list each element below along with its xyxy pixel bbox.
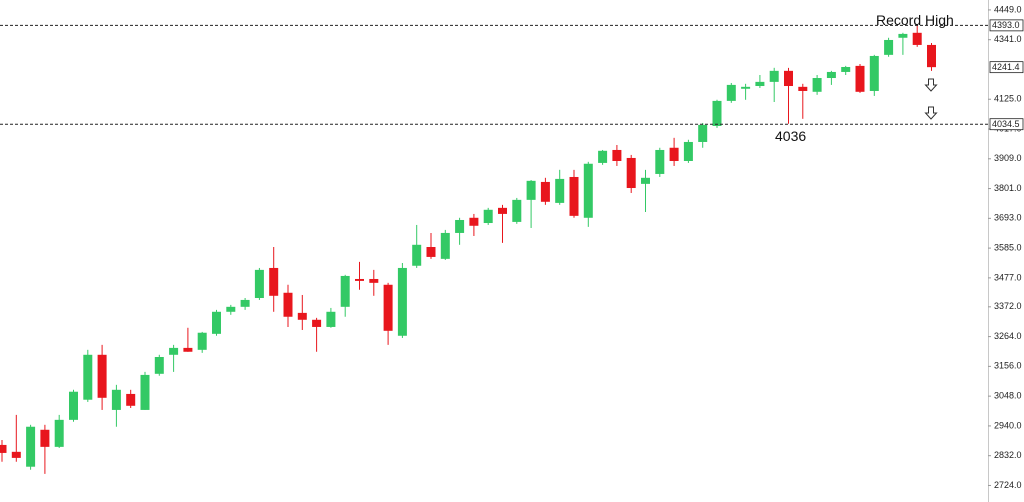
price-line-box xyxy=(989,118,1024,131)
candle-body xyxy=(598,150,608,163)
candle-body xyxy=(412,244,422,266)
candle-body xyxy=(469,217,479,226)
candle-body xyxy=(927,44,936,68)
candle-body xyxy=(240,299,250,307)
candle-body xyxy=(898,33,908,38)
y-tick-label: 3156.0 xyxy=(994,361,1022,371)
candle-body xyxy=(169,347,179,355)
candle-body xyxy=(626,157,636,189)
candle-body xyxy=(97,354,107,398)
current-price-label: 4241.4 xyxy=(992,62,1020,72)
candle-body xyxy=(769,70,779,82)
candle-body xyxy=(855,65,865,92)
candle-body xyxy=(111,389,121,410)
y-tick-label: 3372.0 xyxy=(994,301,1022,311)
price-line-label: 4034.5 xyxy=(992,119,1020,129)
candle-body xyxy=(869,55,879,91)
price-line-box xyxy=(989,19,1024,32)
annotation: Record High xyxy=(876,12,954,28)
candle-body xyxy=(540,181,550,202)
down-arrow xyxy=(924,106,938,120)
candle-body xyxy=(283,292,293,317)
candle-body xyxy=(226,306,236,312)
candle-body xyxy=(269,267,279,296)
candle-body xyxy=(884,39,894,55)
candle-body xyxy=(698,124,708,142)
candle-body xyxy=(784,70,793,87)
candle-body xyxy=(0,444,7,453)
candle-body xyxy=(126,393,136,406)
candle-body xyxy=(54,419,64,447)
candle-body xyxy=(455,219,465,233)
candle-body xyxy=(212,311,221,334)
y-tick-label: 3909.0 xyxy=(994,153,1022,163)
candle-body xyxy=(154,356,164,374)
y-tick-label: 3048.0 xyxy=(994,391,1022,401)
y-tick-label: 4125.0 xyxy=(994,94,1022,104)
candle-body xyxy=(326,311,336,327)
candle-body xyxy=(812,78,822,92)
candle-body xyxy=(912,32,922,45)
candle-body xyxy=(183,347,193,352)
y-tick-label: 2724.0 xyxy=(994,480,1022,490)
candle-body xyxy=(11,451,21,458)
y-tick-label: 4341.0 xyxy=(994,34,1022,44)
candle-body xyxy=(140,374,150,410)
y-tick-label: 3477.0 xyxy=(994,272,1022,282)
down-arrow xyxy=(924,78,938,92)
candle-body xyxy=(369,278,379,283)
candle-body xyxy=(83,354,93,400)
candle-body xyxy=(426,247,436,257)
y-tick-label: 4449.0 xyxy=(994,4,1022,14)
candle-body xyxy=(569,176,579,216)
price-line-label: 4393.0 xyxy=(992,20,1020,30)
current-price-box xyxy=(989,61,1024,74)
y-tick-label: 2832.0 xyxy=(994,450,1022,460)
candle-body xyxy=(683,141,693,161)
y-tick-label: 3693.0 xyxy=(994,213,1022,223)
candle-body xyxy=(755,81,765,87)
candle-body xyxy=(26,426,36,467)
candle-body xyxy=(498,207,507,214)
candle-body xyxy=(383,284,393,331)
candle-body xyxy=(440,232,450,259)
candle-body xyxy=(312,319,322,327)
candle-body xyxy=(40,429,50,447)
candle-body xyxy=(355,278,364,281)
y-tick-label: 2940.0 xyxy=(994,420,1022,430)
candle-body xyxy=(254,269,264,299)
candle-body xyxy=(340,275,350,307)
candle-body xyxy=(712,100,722,126)
candle-body xyxy=(798,86,808,91)
candle-body xyxy=(726,84,736,101)
candle-body xyxy=(612,149,622,161)
candle-body xyxy=(655,149,665,174)
candle-body xyxy=(69,391,78,420)
candle-body xyxy=(397,267,407,336)
candle-body xyxy=(641,177,650,184)
candle-body xyxy=(512,199,522,222)
candle-body xyxy=(583,163,593,218)
y-tick-label: 3585.0 xyxy=(994,242,1022,252)
annotation: 4036 xyxy=(775,128,806,144)
candle-body xyxy=(841,66,851,72)
candle-body xyxy=(526,180,536,200)
candle-body xyxy=(741,86,751,89)
y-tick-label: 3801.0 xyxy=(994,183,1022,193)
candle-body xyxy=(826,71,836,79)
candle-body xyxy=(555,178,565,203)
price-levels: 4393.0 4034.5 4241.4 xyxy=(0,19,1024,131)
candle-body xyxy=(483,209,493,224)
y-axis: 2724.0 2832.0 2940.0 3048.0 3156.0 3264.0 3372… xyxy=(988,4,1022,490)
candle-body xyxy=(297,312,307,320)
y-tick-label: 3264.0 xyxy=(994,331,1022,341)
candles xyxy=(0,25,936,474)
candle-body xyxy=(669,147,679,161)
candle-body xyxy=(197,332,207,350)
